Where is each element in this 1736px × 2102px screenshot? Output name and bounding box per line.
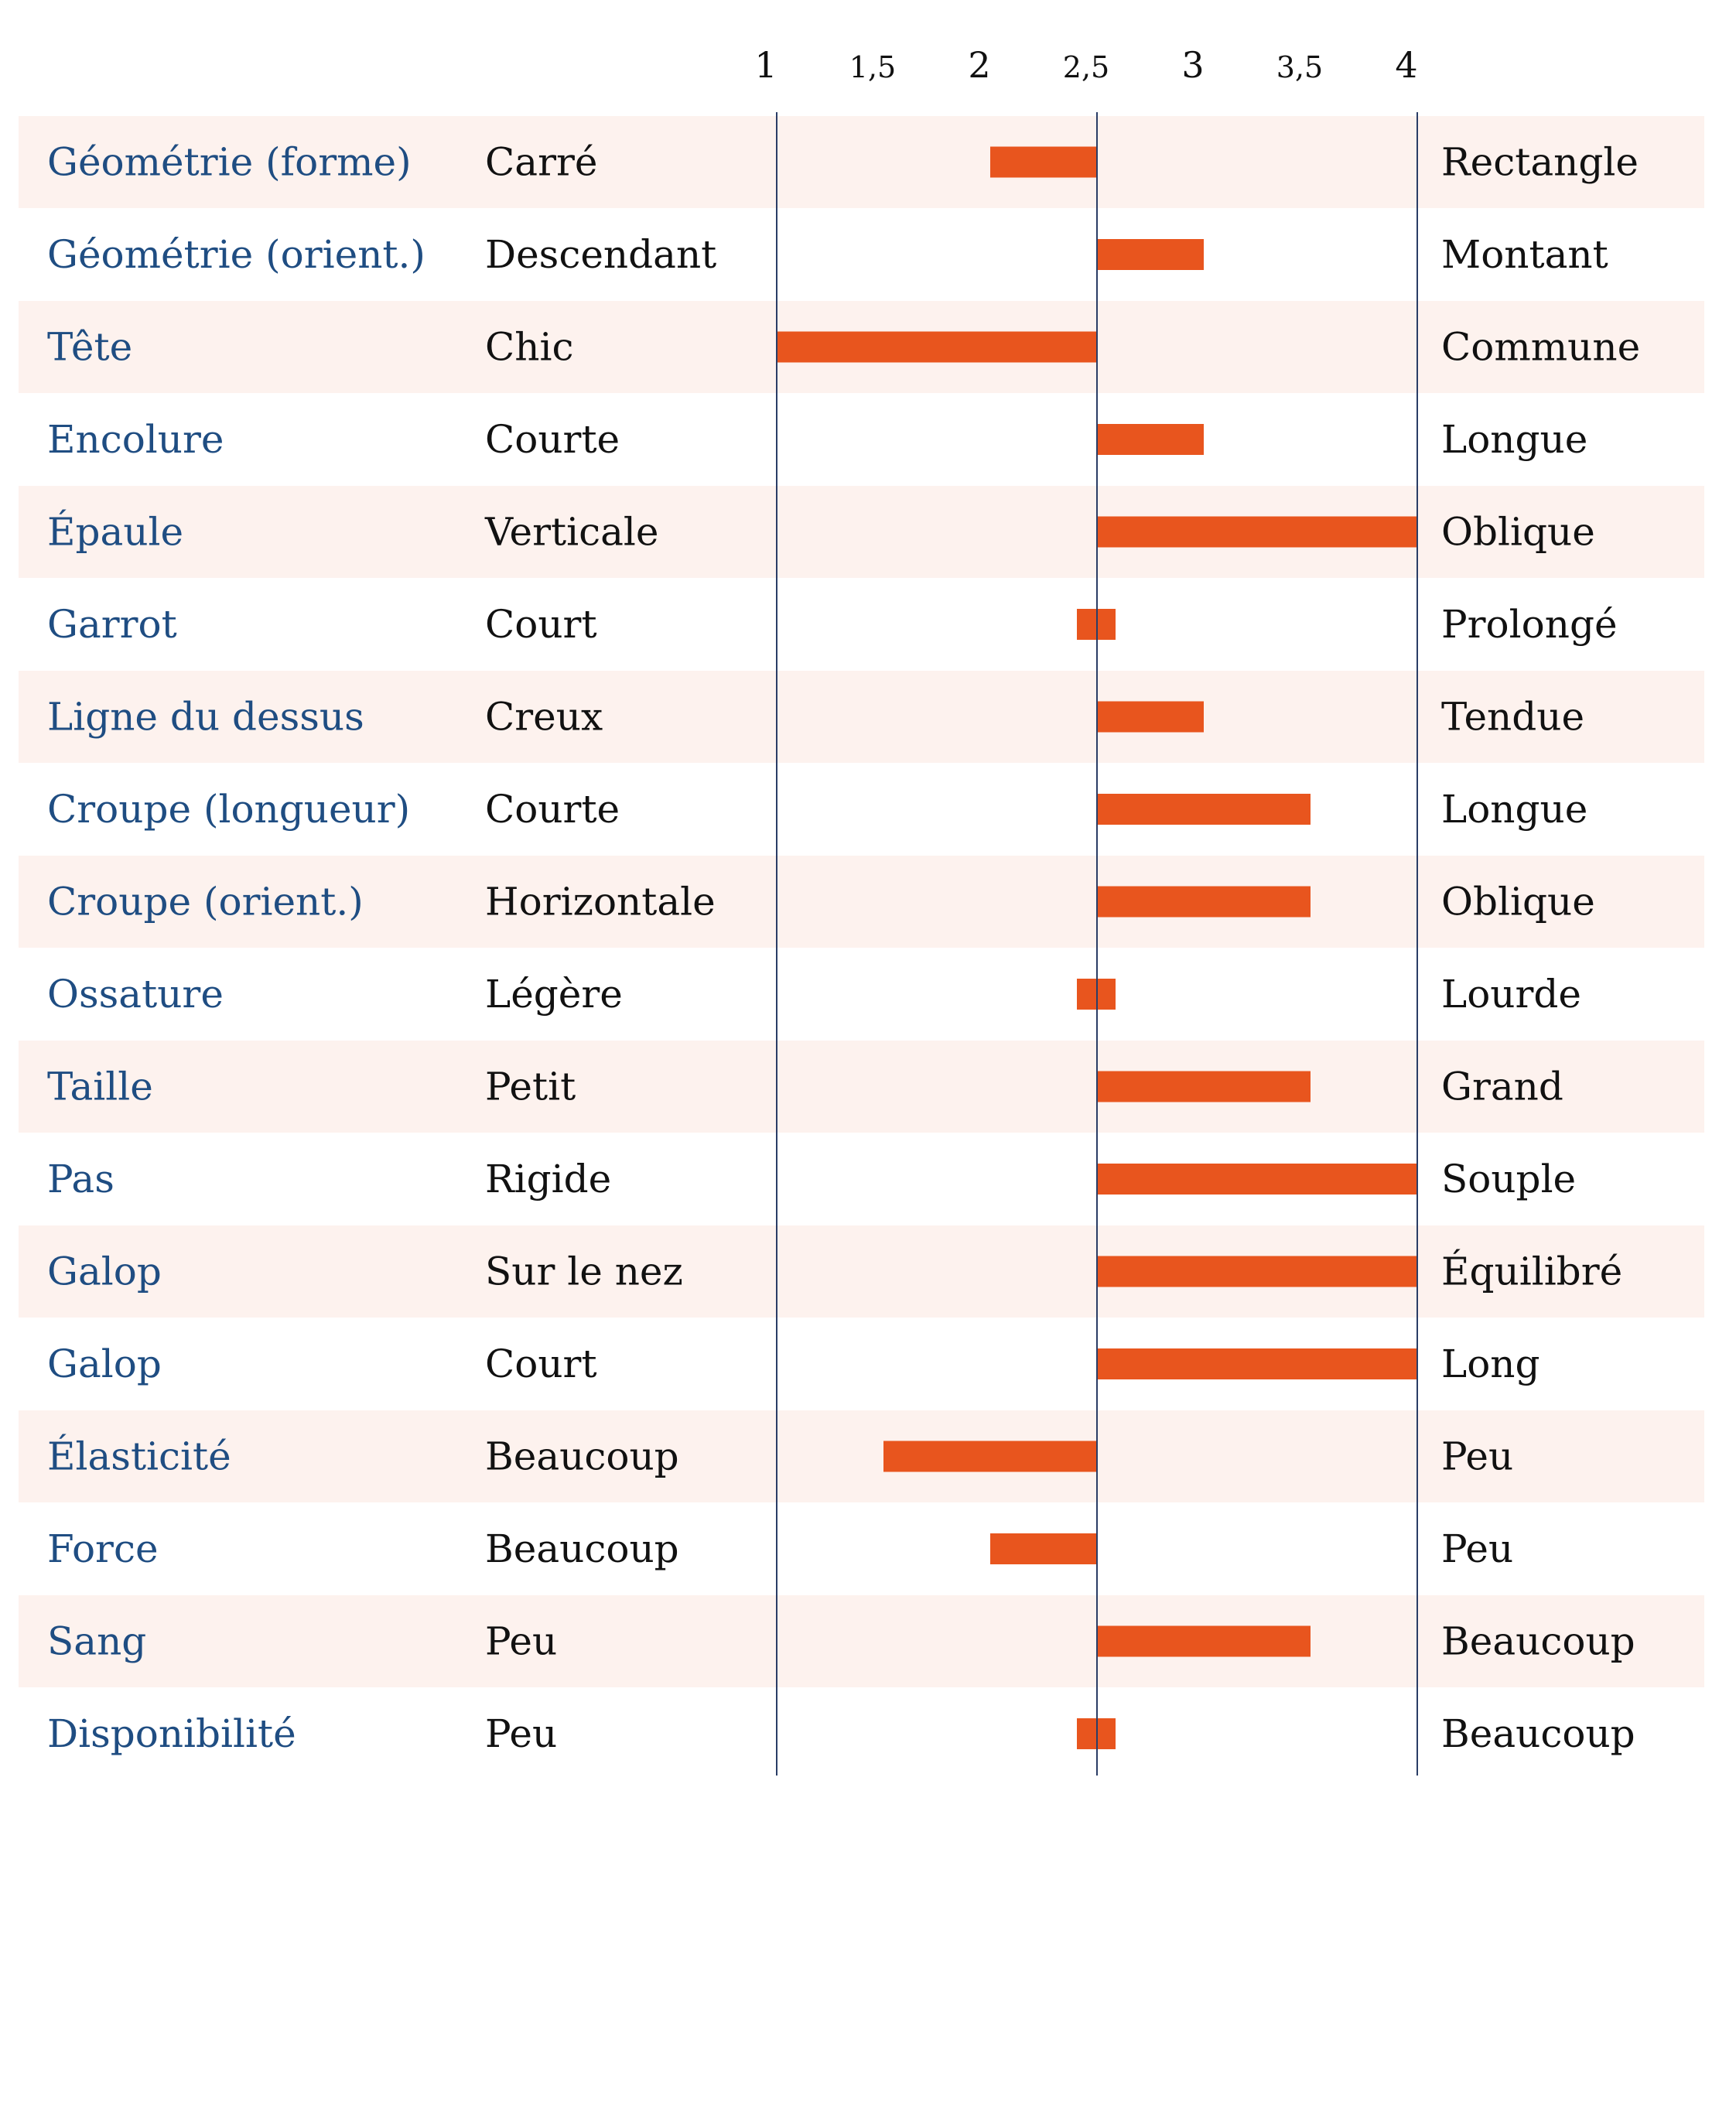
bar — [1097, 886, 1311, 918]
trait-label: Géométrie (orient.) — [47, 232, 425, 277]
bar — [883, 1441, 1097, 1472]
bar — [1097, 1256, 1417, 1287]
bar — [990, 1533, 1097, 1564]
high-pole-label: Montant — [1441, 232, 1608, 277]
row-stripe — [19, 116, 1704, 208]
row-stripe — [19, 856, 1704, 948]
row-stripes — [19, 116, 1704, 1687]
trait-label: Épaule — [47, 509, 183, 555]
trait-label: Élasticité — [47, 1434, 231, 1479]
trait-label: Force — [47, 1526, 159, 1571]
trait-label: Disponibilité — [47, 1711, 296, 1756]
row-stripe — [19, 1410, 1704, 1502]
bars — [777, 146, 1417, 1749]
x-tick-label: 3 — [1181, 44, 1204, 86]
low-pole-label: Beaucoup — [485, 1526, 679, 1571]
high-pole-label: Oblique — [1441, 510, 1595, 555]
row-labels: Géométrie (forme) Carré Rectangle Géométrie… — [47, 140, 1640, 1757]
x-tick-label: 3,5 — [1276, 50, 1323, 84]
low-pole-label: Carré — [485, 140, 597, 185]
low-pole-label: Rigide — [485, 1157, 611, 1201]
high-pole-label: Souple — [1441, 1157, 1576, 1201]
high-pole-label: Tendue — [1441, 695, 1584, 740]
low-pole-label: Courte — [485, 417, 620, 462]
axis-lines — [776, 112, 1418, 1776]
trait-label: Croupe (orient.) — [47, 880, 364, 925]
row-stripe — [19, 1225, 1704, 1318]
high-pole-label: Longue — [1441, 787, 1587, 832]
high-pole-label: Lourde — [1441, 972, 1581, 1017]
high-pole-label: Beaucoup — [1441, 1711, 1635, 1756]
x-tick-label: 2,5 — [1063, 50, 1109, 84]
x-tick-label: 4 — [1395, 44, 1417, 86]
high-pole-label: Peu — [1441, 1526, 1513, 1571]
low-pole-label: Légère — [485, 972, 623, 1017]
low-pole-label: Peu — [485, 1619, 557, 1664]
trait-label: Pas — [47, 1157, 114, 1201]
bar — [1097, 516, 1417, 548]
high-pole-label: Long — [1441, 1342, 1540, 1386]
bar — [990, 146, 1097, 178]
bar — [1097, 1071, 1311, 1102]
trait-label: Garrot — [47, 602, 177, 647]
x-tick-label: 1,5 — [849, 50, 896, 84]
trait-label: Sang — [47, 1619, 146, 1664]
trait-label: Ossature — [47, 972, 224, 1017]
x-tick-label: 2 — [968, 44, 990, 86]
high-pole-label: Peu — [1441, 1434, 1513, 1479]
trait-label: Géométrie (forme) — [47, 140, 412, 185]
low-pole-label: Petit — [485, 1065, 576, 1109]
low-pole-label: Court — [485, 602, 597, 647]
high-pole-label: Commune — [1441, 325, 1640, 370]
trait-label: Taille — [47, 1065, 153, 1109]
high-pole-label: Prolongé — [1441, 602, 1618, 647]
row-stripe — [19, 486, 1704, 578]
bar — [1097, 701, 1204, 733]
low-pole-label: Descendant — [485, 232, 716, 277]
high-pole-label: Grand — [1441, 1065, 1563, 1109]
high-pole-label: Équilibré — [1441, 1249, 1622, 1294]
bar — [1097, 239, 1204, 270]
bar — [777, 331, 1097, 363]
bar — [1097, 1164, 1417, 1195]
high-pole-label: Longue — [1441, 417, 1587, 462]
trait-label: Croupe (longueur) — [47, 787, 410, 832]
bar — [1097, 1625, 1311, 1657]
bar — [1097, 424, 1204, 455]
low-pole-label: Court — [485, 1342, 597, 1386]
trait-label: Galop — [47, 1249, 162, 1294]
bar — [1097, 794, 1311, 825]
low-pole-label: Creux — [485, 695, 603, 740]
low-pole-label: Beaucoup — [485, 1434, 679, 1479]
low-pole-label: Peu — [485, 1711, 557, 1756]
x-tick-labels: 1 1,5 2 2,5 3 3,5 4 — [754, 44, 1417, 86]
high-pole-label: Oblique — [1441, 880, 1595, 925]
low-pole-label: Chic — [485, 325, 573, 370]
trait-label: Encolure — [47, 417, 224, 462]
trait-label: Tête — [47, 325, 132, 370]
row-stripe — [19, 1041, 1704, 1133]
low-pole-label: Verticale — [484, 510, 659, 555]
x-tick-label: 1 — [754, 44, 777, 86]
row-stripe — [19, 671, 1704, 763]
row-stripe — [19, 1595, 1704, 1687]
low-pole-label: Courte — [485, 787, 620, 832]
trait-label: Galop — [47, 1342, 162, 1386]
bar — [1097, 1348, 1417, 1379]
high-pole-label: Beaucoup — [1441, 1619, 1635, 1664]
low-pole-label: Sur le nez — [485, 1249, 683, 1294]
low-pole-label: Horizontale — [485, 880, 716, 925]
high-pole-label: Rectangle — [1441, 140, 1639, 185]
trait-label: Ligne du dessus — [47, 695, 364, 740]
